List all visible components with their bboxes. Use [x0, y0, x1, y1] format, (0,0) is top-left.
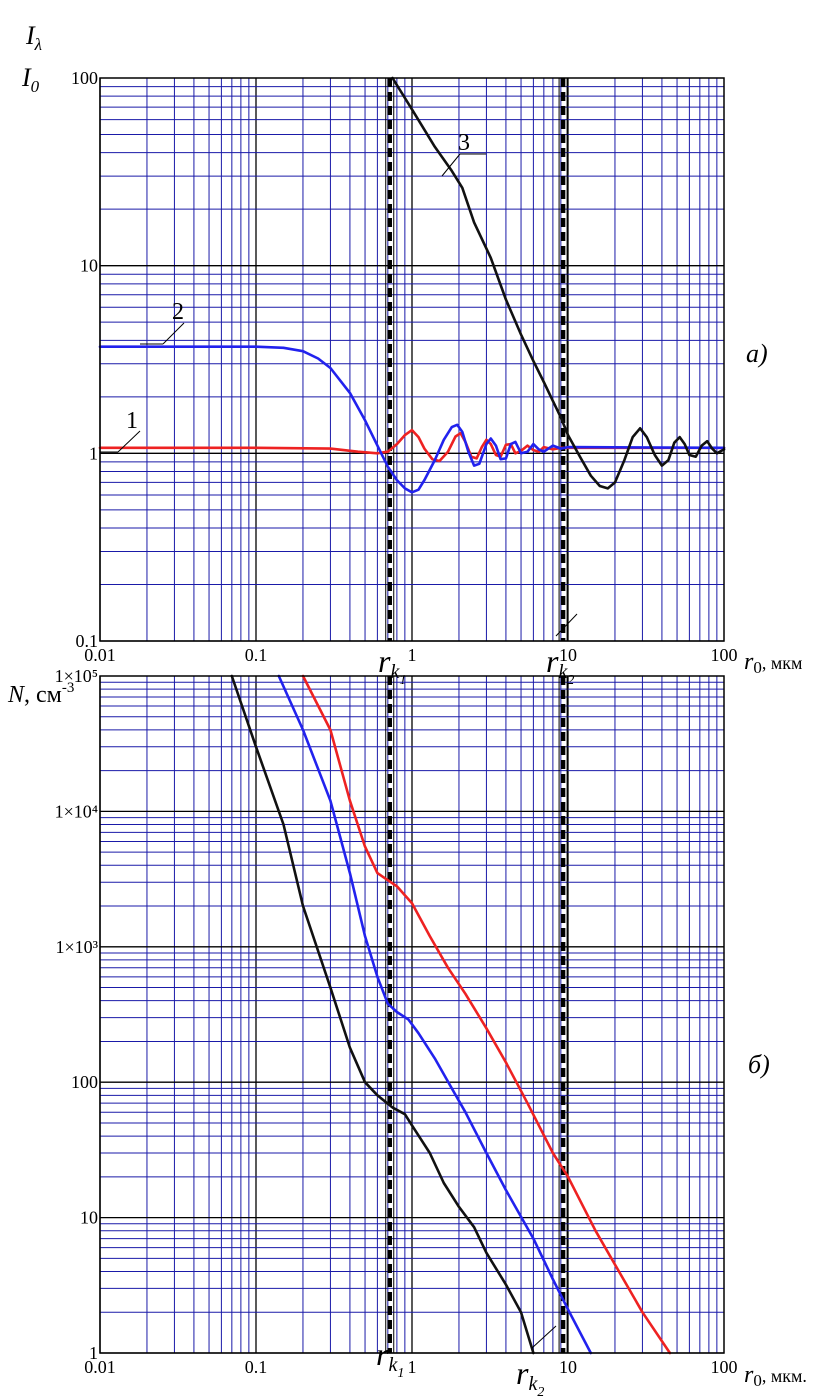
panel-b-concentration-chart: 0.01 0.1 1 10 100 1 10 100 1×10³ 1×10⁴ 1×10⁵ N, см… [7, 666, 807, 1399]
y-tick-label: 1 [89, 1343, 98, 1363]
x-tick-label: 0.1 [245, 645, 268, 665]
panel-b-series [230, 674, 672, 1355]
y-tick-label: 10 [80, 1208, 98, 1228]
x-tick-label: 1 [408, 645, 417, 665]
panel-a-series-1-label: 1 [126, 408, 138, 434]
panel-b-markers [385, 676, 568, 1353]
y-tick-label: 0.1 [76, 631, 99, 651]
panel-a-frame [99, 77, 725, 642]
panel-a-series [98, 76, 726, 494]
y-tick-label: 10 [80, 256, 98, 276]
x-tick-label: 0.01 [84, 645, 116, 665]
panel-a-markers [385, 78, 568, 641]
panel-a-marker-rk2-label: rk2 [546, 643, 574, 688]
x-tick-label: 10 [559, 1357, 577, 1377]
series-2-line [98, 345, 726, 494]
y-tick-label: 100 [71, 68, 98, 88]
panel-a-label: а) [746, 339, 768, 368]
panel-a-marker-rk2-leader [555, 613, 578, 637]
x-tick-label: 100 [711, 1357, 738, 1377]
y-tick-label: 1 [89, 443, 98, 463]
series-3-line [301, 674, 672, 1355]
y-tick-label: 1×10³ [55, 937, 98, 957]
panel-b-marker-rk2-label: rk2 [516, 1355, 544, 1399]
panel-a-ylabel-bottom: I0 [21, 63, 40, 96]
panel-a-marker-rk1-label: rk1 [378, 643, 406, 688]
x-tick-label: 1 [408, 1357, 417, 1377]
panel-b-ylabel: N, см-3 [7, 680, 74, 708]
panel-b-marker-rk1-label: rk1 [376, 1336, 404, 1381]
panel-a-series-2-label: 2 [172, 299, 184, 325]
panel-b-frame [99, 675, 725, 1354]
x-tick-label: 0.01 [84, 1357, 116, 1377]
panel-b-marker-rk2-leader [531, 1325, 557, 1349]
panel-b-grid [99, 676, 724, 1354]
panel-b-label: б) [748, 1050, 770, 1079]
y-tick-label: 1×10⁴ [55, 801, 98, 821]
x-tick-label: 10 [559, 645, 577, 665]
panel-a-grid [99, 78, 724, 642]
panel-a-ylabel-top: Iλ [25, 21, 42, 54]
panel-a-xlabel: r0, мкм [744, 649, 802, 677]
series-3-line [391, 76, 726, 490]
series-1-line [230, 674, 535, 1355]
y-tick-label: 1×10⁵ [55, 666, 98, 686]
y-tick-label: 100 [71, 1072, 98, 1092]
panel-b-xlabel: r0, мкм. [744, 1362, 807, 1390]
x-tick-label: 0.1 [245, 1357, 268, 1377]
x-tick-label: 100 [711, 645, 738, 665]
panel-b-tick-labels: 0.01 0.1 1 10 100 1 10 100 1×10³ 1×10⁴ 1×10⁵ [55, 666, 738, 1377]
panel-a-series-3-label: 3 [458, 130, 470, 156]
series-2-line [277, 674, 593, 1355]
